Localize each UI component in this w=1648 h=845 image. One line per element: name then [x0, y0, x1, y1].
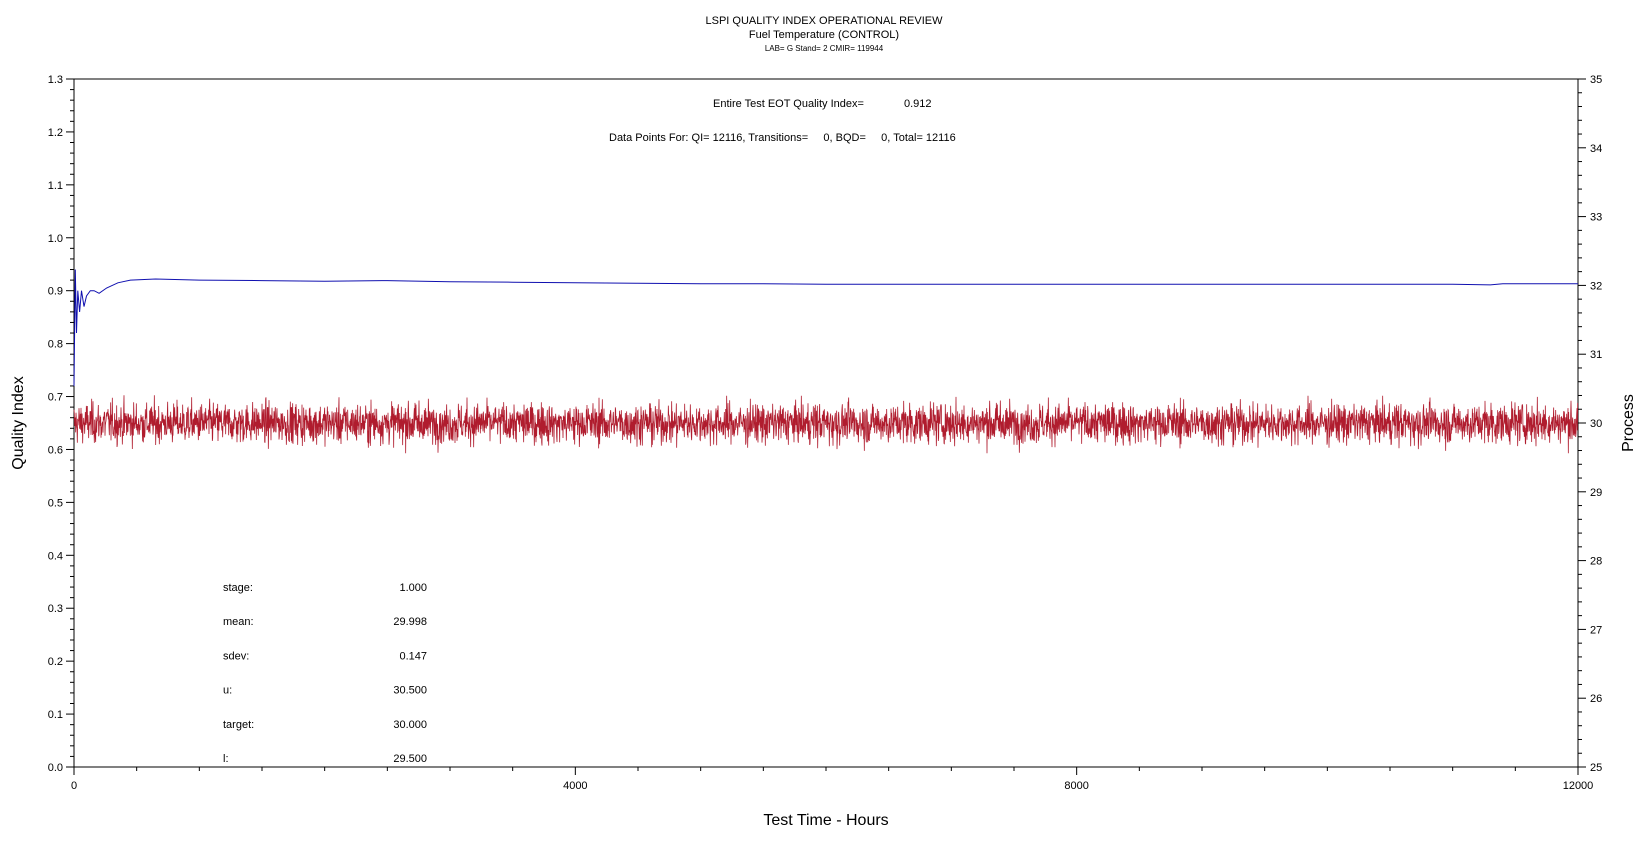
data-points-summary: Data Points For: QI= 12116, Transitions=…	[609, 132, 956, 144]
stat-value: 29.500	[393, 753, 427, 765]
y-left-tick-label: 0.6	[48, 444, 63, 456]
stat-value: 1.000	[399, 582, 427, 594]
y-right-axis-label: Process	[1620, 394, 1637, 452]
stat-value: 30.500	[393, 685, 427, 697]
y-left-axis: 0.0 0.1 0.2 0.3 0.4 0.5 0.6 0.7 0.8 0.9 1.0 1.1 1.2 1…	[48, 74, 74, 774]
x-axis-label: Test Time - Hours	[763, 812, 888, 829]
y-left-tick-label: 1.1	[48, 180, 63, 192]
chart-subtitle-2: LAB= G Stand= 2 CMIR= 119944	[765, 44, 884, 53]
stat-value: 30.000	[393, 719, 427, 731]
y-left-tick-label: 0.1	[48, 709, 63, 721]
x-tick-label: 0	[71, 780, 77, 792]
y-left-tick-label: 0.9	[48, 286, 63, 298]
process-series	[73, 395, 1579, 454]
y-right-tick-label: 31	[1590, 349, 1602, 361]
x-tick-label: 8000	[1064, 780, 1088, 792]
process-line	[73, 395, 1579, 454]
y-right-tick-label: 30	[1590, 418, 1602, 430]
y-right-tick-label: 34	[1590, 143, 1602, 155]
quality-index-line	[73, 269, 1578, 387]
y-left-tick-label: 0.0	[48, 762, 63, 774]
y-left-axis-label: Quality Index	[10, 376, 27, 469]
y-left-tick-label: 0.8	[48, 339, 63, 351]
x-tick-label: 4000	[563, 780, 587, 792]
stat-label: sdev:	[223, 650, 249, 662]
y-left-tick-label: 1.2	[48, 127, 63, 139]
y-left-tick-label: 1.0	[48, 233, 63, 245]
y-left-tick-label: 0.2	[48, 656, 63, 668]
y-right-tick-label: 35	[1590, 74, 1602, 86]
y-right-tick-label: 32	[1590, 280, 1602, 292]
stats-block: stage: 1.000 mean: 29.998 sdev: 0.147 u: 30.500…	[223, 582, 427, 765]
stat-label: u:	[223, 685, 232, 697]
x-axis: 0 4000 8000 12000	[71, 767, 1593, 792]
y-right-tick-label: 27	[1590, 624, 1602, 636]
stat-value: 0.147	[399, 650, 427, 662]
y-left-tick-label: 0.5	[48, 497, 63, 509]
y-right-tick-label: 25	[1590, 762, 1602, 774]
y-left-tick-label: 0.3	[48, 603, 63, 615]
y-left-tick-label: 0.4	[48, 550, 63, 562]
y-right-axis: 25 26 27 28 29 30 31 32 33 34 35	[1578, 74, 1602, 774]
stat-label: stage:	[223, 582, 253, 594]
eot-value: 0.912	[904, 98, 932, 110]
chart-title: LSPI QUALITY INDEX OPERATIONAL REVIEW	[706, 15, 944, 27]
y-right-tick-label: 29	[1590, 487, 1602, 499]
stat-value: 29.998	[393, 616, 427, 628]
y-right-tick-label: 33	[1590, 212, 1602, 224]
x-tick-label: 12000	[1563, 780, 1594, 792]
y-right-tick-label: 28	[1590, 556, 1602, 568]
stat-label: mean:	[223, 616, 254, 628]
stat-label: target:	[223, 719, 254, 731]
chart-subtitle: Fuel Temperature (CONTROL)	[749, 29, 899, 41]
stat-label: l:	[223, 753, 229, 765]
y-left-tick-label: 0.7	[48, 392, 63, 404]
y-right-tick-label: 26	[1590, 693, 1602, 705]
eot-label: Entire Test EOT Quality Index=	[713, 98, 864, 110]
y-left-tick-label: 1.3	[48, 74, 63, 86]
